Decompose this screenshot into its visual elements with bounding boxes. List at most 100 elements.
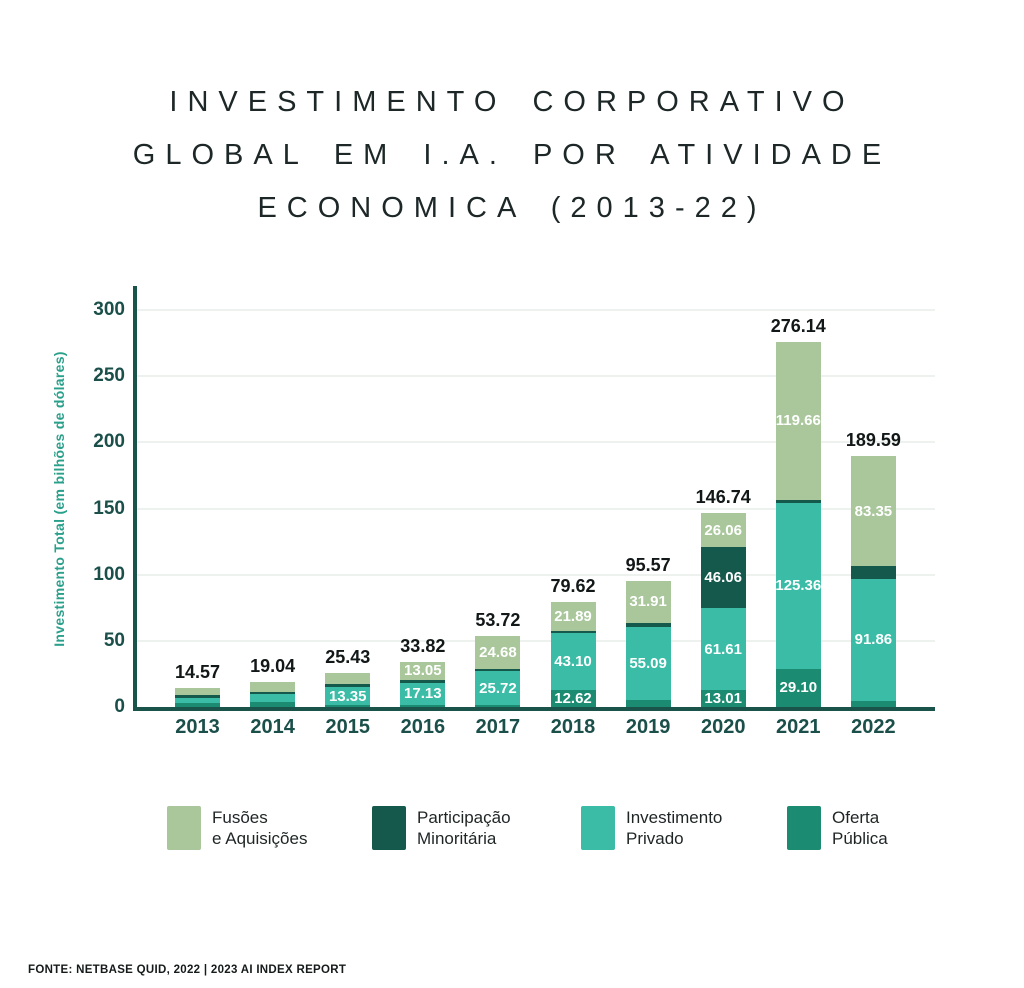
bar-segment: 119.66 <box>775 341 821 500</box>
stacked-bar: 13.01 61.61 46.06 26.06 <box>700 512 746 707</box>
bar-segment: 29.10 <box>775 668 821 707</box>
bar-total-label: 146.74 <box>695 486 751 507</box>
bar-segment: 24.68 <box>475 635 521 669</box>
segment-value-label: 61.61 <box>704 640 742 658</box>
page-title-line-2: GLOBAL EM I.A. POR ATIVIDADE <box>132 139 892 171</box>
segment-value-label: 29.10 <box>779 679 818 697</box>
bar-total-label: 53.72 <box>475 609 521 630</box>
bar-segment: 13.01 <box>700 689 746 707</box>
legend: Fusões e Aquisições Participação Minoritári… <box>0 806 1024 866</box>
y-tick-label: 250 <box>93 365 125 387</box>
legend-item-oferta-publica: Oferta Pública <box>787 806 888 850</box>
y-tick-label: 100 <box>93 563 125 585</box>
bar-segment <box>325 684 371 688</box>
segment-value-label: 21.89 <box>554 607 592 625</box>
bars-row: 14.57 19.04 25.43 13.35 33.82 17.13 13.05 53.72… <box>160 280 911 707</box>
stacked-bar: 12.62 43.10 21.89 <box>550 601 596 708</box>
page-title-line-1: INVESTIMENTO CORPORATIVO <box>169 86 855 118</box>
legend-item-fusoes-aquisicoes: Fusões e Aquisições <box>167 806 307 850</box>
bar-segment: 46.06 <box>700 547 746 609</box>
bar-total-label: 79.62 <box>550 575 596 596</box>
legend-swatch-investimento-privado <box>581 806 615 850</box>
legend-swatch-oferta-publica <box>787 806 821 850</box>
bar-segment <box>250 691 296 694</box>
segment-value-label: 12.62 <box>554 690 592 708</box>
source-note: FONTE: NETBASE QUID, 2022 | 2023 AI INDE… <box>28 964 347 976</box>
segment-value-label: 26.06 <box>704 521 742 539</box>
bar-segment <box>475 705 521 707</box>
legend-item-investimento-privado: Investimento Privado <box>581 806 722 850</box>
bar-segment <box>400 705 446 707</box>
bar-segment <box>325 705 371 707</box>
bar-segment <box>850 566 896 579</box>
legend-label: Participação Minoritária <box>417 807 511 850</box>
bar-segment <box>475 668 521 672</box>
x-axis-label: 2018 <box>550 716 596 738</box>
stacked-bar: 13.35 <box>325 673 371 707</box>
x-axis-label: 2017 <box>475 716 521 738</box>
bar-segment: 31.91 <box>625 580 671 623</box>
x-axis-label: 2016 <box>400 716 446 738</box>
gridline <box>137 639 935 642</box>
bar-total-label: 19.04 <box>250 655 296 676</box>
x-axis-label: 2021 <box>776 716 821 738</box>
bar-segment: 13.05 <box>400 662 446 680</box>
bar-segment <box>175 687 221 695</box>
segment-value-label: 13.35 <box>328 687 367 705</box>
segment-value-label: 24.68 <box>479 643 517 661</box>
segment-value-label: 55.09 <box>629 654 667 672</box>
gridline <box>137 507 935 510</box>
bar-total-label: 95.57 <box>625 554 671 575</box>
bar-segment <box>175 702 221 707</box>
bar-segment: 25.72 <box>475 671 521 706</box>
stacked-bar: 29.10 125.36 119.66 <box>775 341 821 707</box>
legend-label-line: Oferta <box>832 807 880 827</box>
gridline <box>137 441 935 444</box>
bar-segment: 21.89 <box>550 601 596 631</box>
bar-segment: 26.06 <box>700 512 746 548</box>
y-tick-label: 300 <box>93 299 125 320</box>
bar-segment <box>625 699 671 707</box>
gridline <box>137 375 935 378</box>
bar-segment <box>850 700 896 707</box>
legend-label: Oferta Pública <box>832 807 888 850</box>
bar-segment: 91.86 <box>850 579 896 701</box>
segment-value-label: 13.01 <box>704 689 742 707</box>
legend-label-line: e Aquisições <box>212 829 308 848</box>
gridline <box>137 573 935 576</box>
stacked-bar: 91.86 83.35 <box>850 456 896 707</box>
bar-segment <box>250 702 296 707</box>
stacked-bar <box>250 681 296 707</box>
legend-label-line: Investimento <box>626 807 723 827</box>
bar-slot: 53.72 25.72 24.68 <box>460 610 535 707</box>
stacked-bar: 17.13 13.05 <box>400 662 446 707</box>
y-axis-title: Investimento Total (em bilhões de dólare… <box>51 351 67 647</box>
bar-total-label: 14.57 <box>175 661 221 682</box>
stacked-bar: 25.72 24.68 <box>475 635 521 707</box>
bar-total-label: 276.14 <box>770 315 826 336</box>
segment-value-label: 13.05 <box>404 662 442 680</box>
x-axis-label: 2020 <box>700 716 746 738</box>
legend-label-line: Privado <box>626 829 684 848</box>
segment-value-label: 119.66 <box>775 412 821 430</box>
legend-item-participacao-minoritaria: Participação Minoritária <box>372 806 511 850</box>
segment-value-label: 17.13 <box>404 685 442 703</box>
bar-segment: 83.35 <box>850 456 896 567</box>
bar-slot: 19.04 <box>235 656 310 707</box>
legend-swatch-participacao-minoritaria <box>372 806 406 850</box>
bar-slot: 25.43 13.35 <box>310 647 385 707</box>
bar-slot: 14.57 <box>160 662 235 707</box>
segment-value-label: 46.06 <box>704 569 742 587</box>
segment-value-label: 31.91 <box>629 593 667 611</box>
bar-segment: 12.62 <box>550 690 596 708</box>
y-tick-label: 0 <box>114 696 125 717</box>
stacked-bar: 55.09 31.91 <box>625 580 671 707</box>
segment-value-label: 25.72 <box>479 679 517 697</box>
bar-segment <box>250 694 296 703</box>
bar-segment <box>175 694 221 698</box>
bar-segment: 61.61 <box>700 608 746 690</box>
bar-slot: 189.59 91.86 83.35 <box>836 430 911 707</box>
bar-total-label: 189.59 <box>845 430 901 451</box>
x-axis-label: 2019 <box>625 716 671 738</box>
